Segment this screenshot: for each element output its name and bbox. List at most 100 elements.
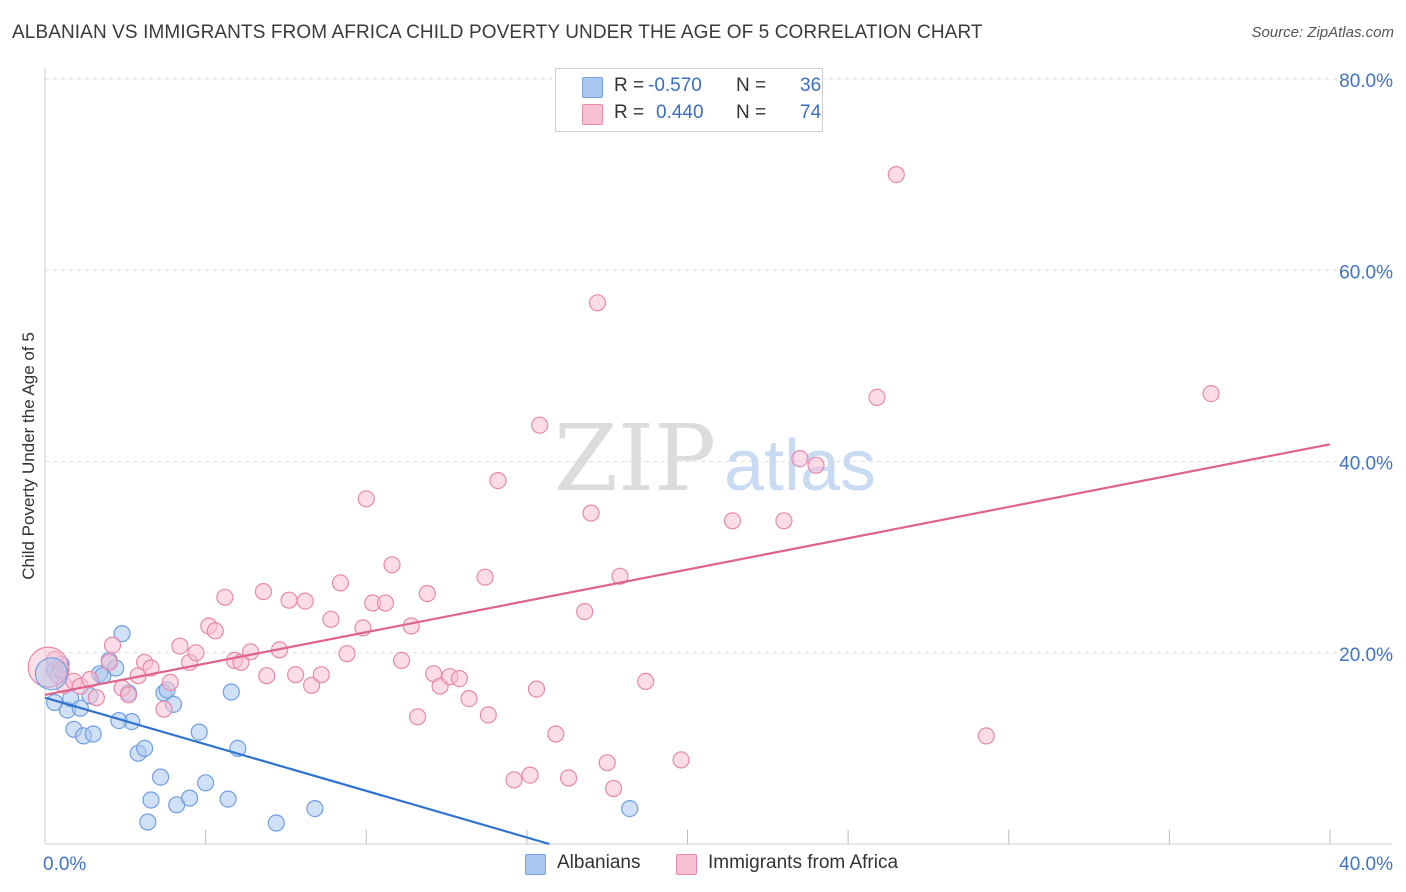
albanian-point — [142, 791, 160, 809]
africa-point — [338, 645, 356, 663]
x-tick-label: 0.0% — [43, 854, 86, 875]
albanian-point — [197, 774, 215, 792]
africa-point — [460, 689, 478, 708]
albanian-point — [136, 739, 154, 758]
albanian-point — [219, 790, 237, 808]
africa-point — [242, 643, 260, 661]
africa-trend-line — [44, 443, 1331, 696]
africa-point — [402, 617, 420, 635]
chart-title: ALBANIAN VS IMMIGRANTS FROM AFRICA CHILD… — [12, 22, 983, 43]
africa-point — [100, 653, 118, 671]
albanian-point — [84, 725, 102, 743]
correlation-legend: R = -0.570 N = 36 R = 0.440 N = 74 — [555, 68, 823, 132]
africa-point — [582, 504, 600, 522]
y-tick-label: 80.0% — [1339, 71, 1393, 92]
africa-point — [598, 754, 616, 772]
legend-swatch-albanians — [582, 77, 603, 98]
tick-labels: 20.0% 40.0% 60.0% 80.0% 0.0% 40.0% — [43, 71, 1393, 875]
africa-point — [868, 388, 886, 406]
africa-point — [527, 680, 546, 698]
africa-point — [723, 512, 742, 530]
africa-point — [807, 456, 825, 474]
y-tick-label: 20.0% — [1339, 645, 1393, 666]
albanian-point — [139, 813, 157, 831]
africa-point — [559, 769, 578, 787]
source-label: Source: ZipAtlas.com — [1251, 24, 1394, 41]
africa-point — [331, 574, 350, 592]
albanian-cluster-point — [34, 657, 69, 691]
africa-point — [547, 725, 565, 743]
africa-point — [103, 636, 122, 654]
africa-point — [357, 490, 375, 508]
legend-n-value: 36 — [800, 75, 822, 96]
africa-point — [142, 659, 160, 677]
africa-point — [775, 512, 793, 530]
africa-point — [672, 751, 690, 769]
africa-point — [887, 166, 905, 184]
africa-point — [450, 669, 468, 688]
africa-point — [637, 672, 655, 691]
africa-point — [1202, 385, 1220, 403]
legend-swatch-africa — [582, 104, 603, 125]
africa-point — [576, 602, 594, 621]
legend-n-value: 74 — [800, 102, 822, 123]
africa-point — [531, 416, 549, 434]
africa-point — [206, 622, 224, 640]
africa-point — [479, 706, 497, 724]
albanian-point — [113, 624, 131, 643]
grid-lines — [45, 78, 1392, 654]
watermark: ZIP atlas — [554, 405, 876, 512]
y-tick-label: 40.0% — [1339, 454, 1393, 475]
africa-point — [977, 727, 995, 745]
africa-point — [418, 584, 436, 603]
albanian-point — [181, 789, 199, 807]
watermark-zip: ZIP — [554, 405, 716, 512]
y-tick-label: 60.0% — [1339, 262, 1393, 283]
africa-point — [216, 588, 234, 606]
africa-point — [611, 567, 629, 585]
africa-point — [280, 591, 298, 609]
africa-point — [81, 670, 99, 689]
legend-r-label: R = — [614, 75, 645, 96]
legend-r-value: 0.440 — [656, 102, 704, 123]
data-points — [27, 166, 1220, 832]
legend-r-value: -0.570 — [648, 75, 702, 96]
africa-cluster-point — [27, 646, 69, 688]
albanian-point — [267, 814, 285, 832]
africa-point — [322, 610, 340, 628]
albanian-point — [306, 799, 324, 818]
albanian-point — [222, 683, 240, 701]
africa-point — [383, 556, 401, 574]
africa-point — [312, 666, 330, 684]
africa-point — [155, 700, 173, 718]
x-tick-label: 40.0% — [1339, 854, 1393, 875]
albanian-point — [190, 723, 208, 741]
africa-point — [489, 472, 507, 490]
africa-point — [296, 592, 314, 610]
albanian-trend-line — [44, 696, 550, 846]
albanian-point — [152, 768, 170, 786]
bottom-legend-label: Immigrants from Africa — [708, 852, 899, 873]
bottom-legend-swatch-albanians — [525, 854, 546, 875]
africa-point — [476, 568, 494, 586]
bottom-legend-label: Albanians — [557, 852, 641, 873]
africa-point — [258, 667, 276, 685]
africa-point — [187, 644, 205, 662]
africa-point — [171, 637, 189, 655]
legend-r-label: R = — [614, 102, 645, 123]
trend-lines — [44, 443, 1331, 846]
y-axis-label: Child Poverty Under the Age of 5 — [19, 332, 38, 580]
africa-point — [303, 676, 321, 694]
africa-point — [409, 708, 427, 726]
albanian-point — [621, 799, 639, 818]
bottom-legend-swatch-africa — [676, 854, 697, 875]
africa-point — [161, 673, 179, 692]
africa-point — [376, 594, 395, 612]
axes — [44, 68, 1392, 845]
africa-point — [521, 766, 539, 784]
africa-point — [87, 689, 106, 707]
africa-point — [604, 779, 623, 798]
legend-n-label: N = — [736, 102, 767, 123]
africa-point — [588, 294, 607, 312]
